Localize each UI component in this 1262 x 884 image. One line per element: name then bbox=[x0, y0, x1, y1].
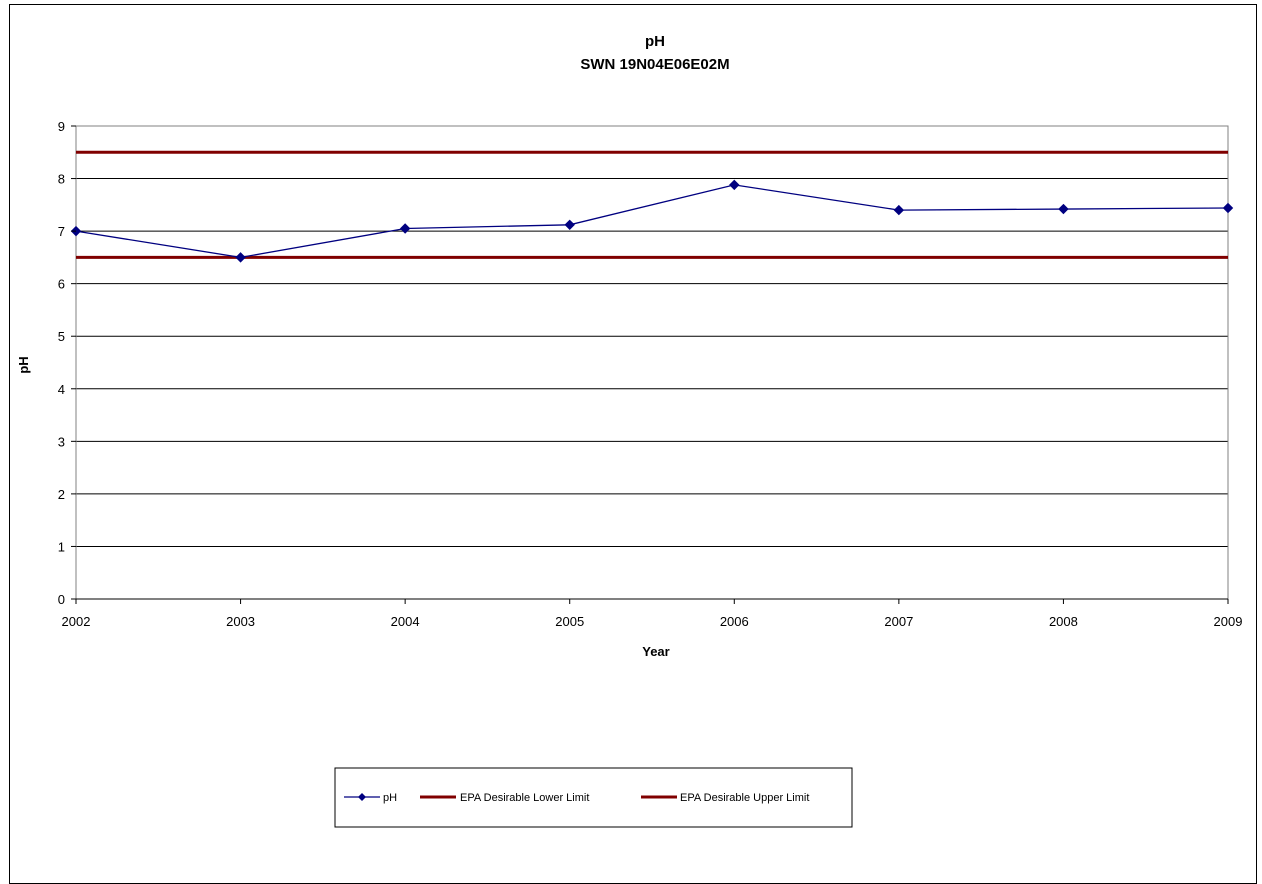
ph-point bbox=[893, 204, 905, 216]
legend-marker bbox=[358, 793, 366, 801]
legend-label: pH bbox=[383, 792, 397, 804]
y-axis-label: pH bbox=[16, 356, 31, 373]
ph-point bbox=[1058, 203, 1069, 215]
gridlines bbox=[76, 125, 1228, 547]
ph-point bbox=[235, 252, 246, 263]
legend-label: EPA Desirable Upper Limit bbox=[680, 792, 809, 804]
x-tick-label: 2005 bbox=[555, 614, 584, 629]
y-tick-label: 8 bbox=[58, 172, 65, 187]
y-tick-label: 5 bbox=[58, 329, 65, 344]
x-tick-label: 2006 bbox=[720, 614, 749, 629]
ph-point bbox=[399, 223, 411, 234]
y-tick-label: 3 bbox=[58, 434, 65, 449]
y-tick-label: 7 bbox=[58, 224, 65, 239]
x-axis-label: Year bbox=[642, 644, 669, 659]
y-tick-label: 4 bbox=[58, 382, 65, 397]
legend: pH EPA Desirable Lower Limit EPA Desirable… bbox=[334, 767, 853, 828]
series-lines bbox=[75, 184, 1229, 259]
plot-area bbox=[75, 125, 1229, 600]
y-tick-labels: 0 1 2 3 4 5 6 7 8 9 bbox=[58, 119, 76, 607]
data-markers bbox=[70, 179, 1234, 263]
x-tick-label: 2009 bbox=[1214, 614, 1243, 629]
ph-point bbox=[729, 179, 740, 191]
x-tick-label: 2002 bbox=[62, 614, 91, 629]
x-tick-labels: 2002 2003 2004 2005 2006 2007 2008 2009 bbox=[62, 598, 1243, 629]
x-tick-label: 2003 bbox=[226, 614, 255, 629]
x-tick-label: 2008 bbox=[1049, 614, 1078, 629]
y-tick-label: 0 bbox=[58, 592, 65, 607]
legend-label: EPA Desirable Lower Limit bbox=[460, 792, 589, 804]
x-tick-label: 2004 bbox=[391, 614, 420, 629]
ph-point bbox=[564, 219, 575, 231]
ph-point bbox=[1222, 202, 1234, 214]
x-tick-label: 2007 bbox=[884, 614, 913, 629]
chart-title: pH bbox=[645, 33, 665, 50]
chart-subtitle: SWN 19N04E06E02M bbox=[580, 56, 729, 73]
limit-lines bbox=[76, 150, 1228, 259]
y-tick-label: 6 bbox=[58, 277, 65, 292]
y-tick-label: 1 bbox=[58, 539, 65, 554]
y-tick-label: 9 bbox=[58, 119, 65, 134]
y-tick-label: 2 bbox=[58, 487, 65, 502]
series-line-ph bbox=[75, 184, 1229, 259]
